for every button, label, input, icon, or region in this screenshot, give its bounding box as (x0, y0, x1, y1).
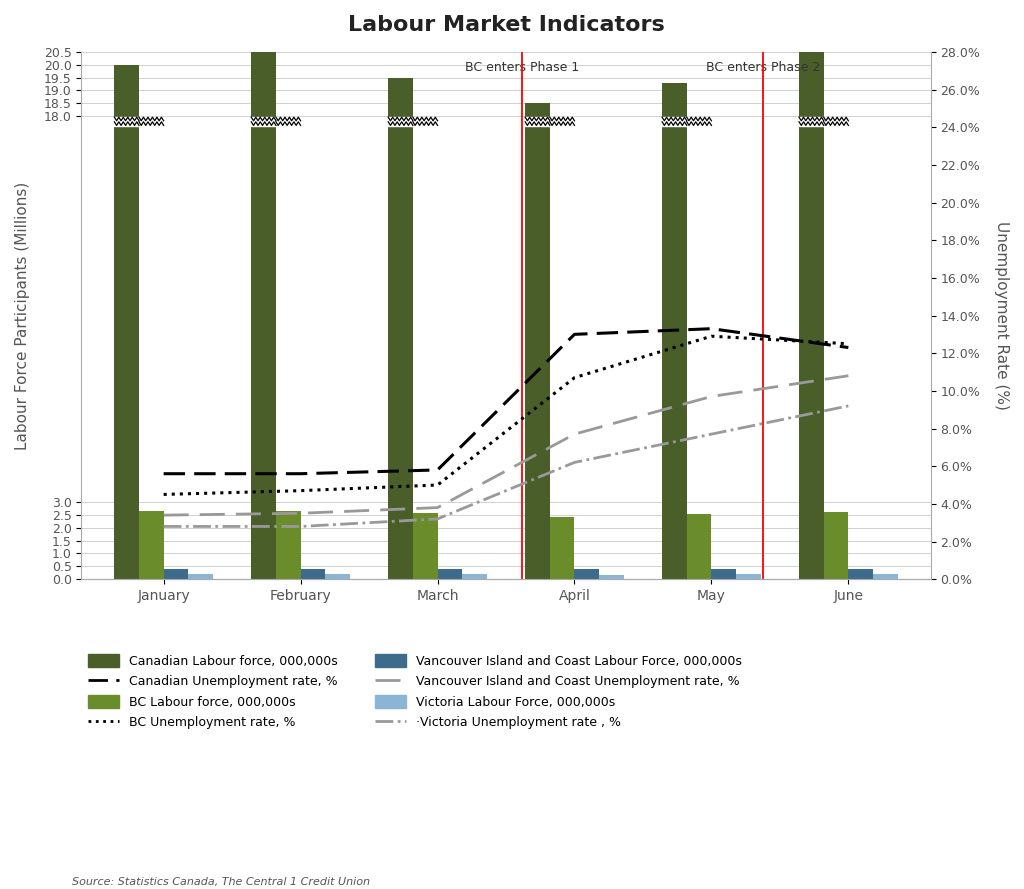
Bar (736, 574, 761, 579)
Title: Labour Market Indicators: Labour Market Indicators (347, 15, 665, 35)
Bar (525, 103, 550, 579)
Bar (549, 116, 575, 126)
Text: Source: Statistics Canada, The Central 1 Credit Union: Source: Statistics Canada, The Central 1… (72, 877, 370, 886)
Bar (413, 116, 438, 126)
Y-axis label: Unemployment Rate (%): Unemployment Rate (%) (994, 221, 1009, 410)
Bar (387, 116, 414, 126)
Bar (115, 65, 139, 579)
Y-axis label: Labour Force Participants (Millions): Labour Force Participants (Millions) (15, 181, 30, 450)
Bar (687, 514, 712, 579)
Bar (275, 116, 301, 126)
Bar (799, 34, 823, 579)
Bar (873, 574, 898, 579)
Bar (326, 574, 350, 579)
Bar (139, 511, 164, 579)
Bar (799, 116, 824, 126)
Bar (462, 574, 486, 579)
Bar (663, 83, 687, 579)
Bar (114, 116, 139, 126)
Bar (251, 116, 276, 126)
Bar (138, 116, 164, 126)
Bar (437, 569, 462, 579)
Bar (164, 569, 188, 579)
Bar (188, 574, 213, 579)
Bar (686, 116, 712, 126)
Bar (712, 569, 736, 579)
Text: BC enters Phase 1: BC enters Phase 1 (465, 60, 580, 74)
Bar (413, 513, 437, 579)
Legend: Canadian Labour force, 000,000s, Canadian Unemployment rate, %, BC Labour force,: Canadian Labour force, 000,000s, Canadia… (88, 654, 742, 729)
Bar (662, 116, 687, 126)
Text: BC enters Phase 2: BC enters Phase 2 (707, 60, 820, 74)
Bar (251, 47, 275, 579)
Bar (550, 517, 574, 579)
Bar (599, 574, 624, 579)
Bar (524, 116, 551, 126)
Bar (301, 569, 326, 579)
Bar (275, 511, 301, 579)
Bar (848, 569, 873, 579)
Bar (388, 77, 413, 579)
Bar (823, 511, 848, 579)
Bar (823, 116, 849, 126)
Bar (574, 569, 599, 579)
